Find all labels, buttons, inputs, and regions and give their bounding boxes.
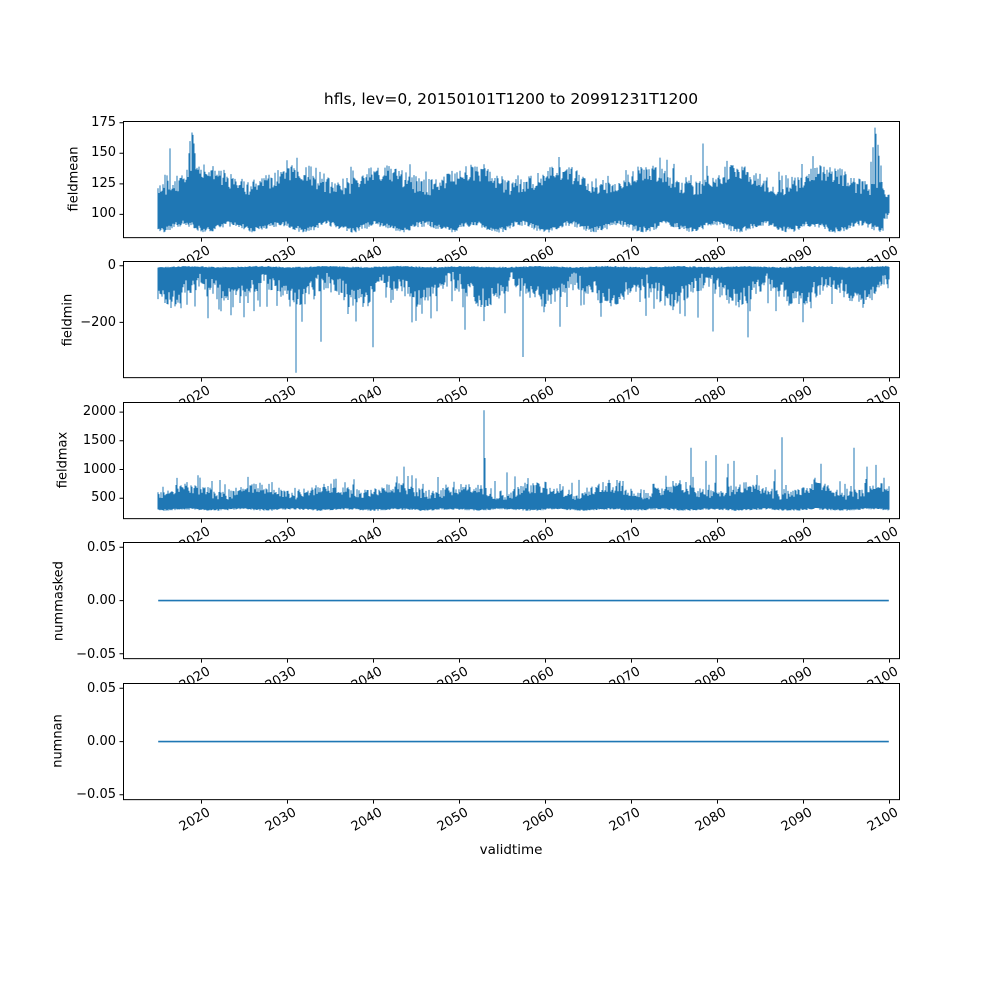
y-tick-label: 2000: [82, 404, 116, 420]
y-tick-label: 175: [91, 114, 116, 130]
y-tick-marks: [119, 687, 123, 796]
y-tick-label: 100: [91, 206, 116, 222]
y-tick-label: −0.05: [76, 787, 116, 803]
y-tick-label: 500: [91, 490, 116, 506]
subplot-numnan: [119, 682, 900, 804]
y-tick-marks: [119, 121, 123, 215]
x-tick-label: 2020: [177, 805, 214, 835]
y-axis-label: numnan: [50, 714, 66, 769]
data-series-band: [157, 127, 890, 232]
y-axis-label: fieldmean: [66, 146, 82, 212]
axes-frame: [123, 261, 900, 379]
y-axis-label: nummasked: [51, 560, 67, 641]
x-tick-marks: [201, 799, 890, 804]
subplot-nummasked: [119, 542, 900, 663]
y-axis-label: fieldmin: [60, 293, 76, 346]
y-tick-label: 1000: [82, 461, 116, 477]
y-axis-label: fieldmax: [55, 432, 71, 489]
x-tick-label: 2030: [262, 805, 300, 835]
subplot-fieldmin: [119, 261, 900, 382]
y-tick-label: 0.00: [87, 593, 116, 609]
y-tick-label: 0: [107, 258, 116, 274]
x-tick-label: 2070: [606, 805, 643, 835]
y-tick-marks: [119, 411, 123, 499]
y-tick-label: 1500: [82, 432, 116, 448]
y-tick-label: −200: [80, 314, 116, 330]
x-tick-label: 2040: [348, 805, 386, 835]
data-series-band: [157, 265, 890, 373]
axes-frame: [123, 682, 900, 800]
axes-frame: [123, 542, 900, 660]
axes-frame: [123, 120, 900, 238]
axes-frame: [123, 401, 900, 519]
y-tick-marks: [119, 265, 123, 323]
y-tick-marks: [119, 547, 123, 655]
y-tick-label: 0.00: [87, 733, 116, 749]
chart-title: hfls, lev=0, 20150101T1200 to 20991231T1…: [323, 90, 699, 108]
y-tick-label: 150: [91, 145, 116, 161]
x-tick-label: 2100: [864, 805, 901, 835]
x-tick-label: 2060: [520, 805, 558, 835]
x-tick-label: 2080: [692, 805, 729, 835]
x-axis-label: validtime: [479, 842, 543, 858]
y-tick-label: 0.05: [87, 680, 116, 696]
x-tick-label: 2050: [434, 805, 472, 835]
y-tick-label: 0.05: [87, 540, 116, 556]
data-series-band: [157, 409, 890, 511]
x-tick-marks: [201, 378, 890, 382]
y-tick-label: 125: [91, 175, 116, 191]
subplot-fieldmean: [119, 120, 900, 242]
x-tick-label: 2090: [778, 805, 815, 835]
y-tick-label: −0.05: [76, 646, 116, 662]
x-tick-marks: [201, 659, 890, 663]
x-tick-marks: [201, 518, 890, 523]
x-tick-marks: [201, 237, 890, 242]
subplot-fieldmax: [119, 401, 900, 523]
